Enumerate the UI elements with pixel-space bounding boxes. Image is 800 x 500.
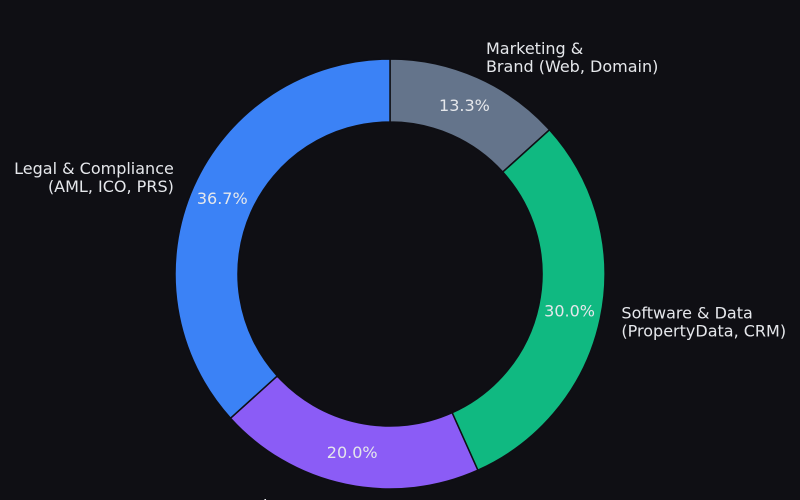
category-label-line: Insurance bbox=[263, 495, 342, 500]
value-label: 36.7% bbox=[197, 189, 248, 208]
donut-wedge bbox=[174, 58, 391, 420]
category-label-line: (PropertyData, CRM) bbox=[621, 321, 786, 340]
category-label: Insurance bbox=[263, 495, 342, 500]
category-label-line: Legal & Compliance bbox=[14, 159, 174, 178]
category-label-line: (AML, ICO, PRS) bbox=[48, 177, 174, 196]
donut-wedge bbox=[229, 374, 479, 490]
value-label: 30.0% bbox=[544, 301, 595, 320]
donut-wedge bbox=[451, 128, 606, 472]
category-label-line: Marketing & bbox=[486, 38, 583, 57]
category-label: Legal & Compliance (AML, ICO, PRS) bbox=[14, 159, 174, 196]
category-label: Marketing & Brand (Web, Domain) bbox=[486, 38, 658, 75]
category-label-line: Brand (Web, Domain) bbox=[486, 56, 658, 75]
value-label: 13.3% bbox=[439, 96, 490, 115]
category-label: Software & Data (PropertyData, CRM) bbox=[621, 303, 786, 340]
value-label: 20.0% bbox=[327, 443, 378, 462]
category-label-line: Software & Data bbox=[621, 303, 752, 322]
